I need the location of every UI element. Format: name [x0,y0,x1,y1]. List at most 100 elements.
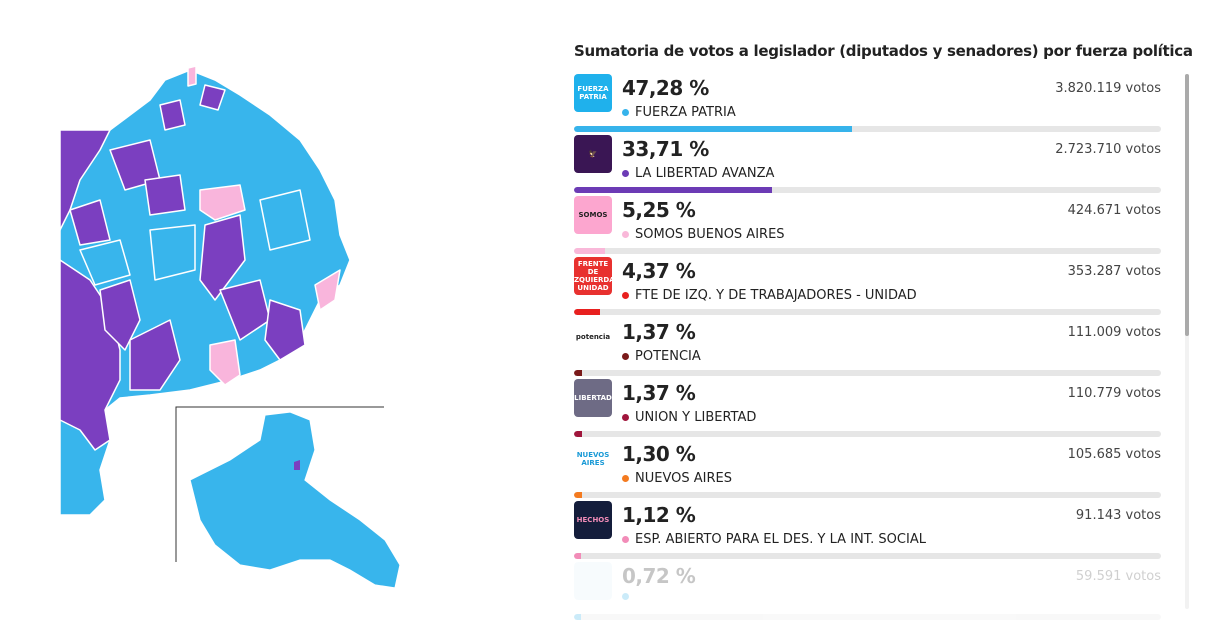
vote-share-fill [574,492,582,498]
region-lla [159,99,186,131]
region-fp [149,224,196,281]
scrollbar-thumb[interactable] [1185,74,1189,336]
party-row[interactable]: LIBERTAD 1,37 % 110.779 votos UNION Y LI… [574,379,1161,440]
vote-percentage: 1,30 % [622,442,696,466]
inset-region-lla [294,460,300,470]
party-name-label: NUEVOS AIRES [635,471,732,486]
region-lla [69,199,111,246]
vote-count: 3.820.119 votos [1055,81,1161,96]
party-name: FUERZA PATRIA [622,105,736,120]
vote-count: 353.287 votos [1067,264,1161,279]
party-color-dot-icon [622,593,629,600]
region-lla [99,279,141,351]
vote-percentage: 4,37 % [622,259,696,283]
vote-share-fill [574,370,583,376]
party-color-dot-icon [622,109,629,116]
vote-share-bar [574,126,1161,132]
party-logo: LIBERTAD [574,379,612,417]
party-row[interactable]: HECHOS 1,12 % 91.143 votos ESP. ABIERTO … [574,501,1161,562]
region-lla [199,214,246,301]
vote-share-bar [574,187,1161,193]
party-name: UNION Y LIBERTAD [622,410,756,425]
party-row[interactable]: 0,72 % 59.591 votos [574,562,1161,623]
vote-count: 111.009 votos [1067,325,1161,340]
party-name [622,593,635,600]
party-row[interactable]: 🦅 33,71 % 2.723.710 votos LA LIBERTAD AV… [574,135,1161,196]
region-fp [79,239,131,286]
party-name-label: POTENCIA [635,349,701,364]
region-somos [209,339,241,386]
region-fp [259,189,311,251]
region-lla [199,84,226,111]
region-lla [129,319,181,391]
party-logo: FUERZA PATRIA [574,74,612,112]
vote-percentage: 0,72 % [622,564,696,588]
party-name: SOMOS BUENOS AIRES [622,227,785,242]
party-name: FTE DE IZQ. Y DE TRABAJADORES - UNIDAD [622,288,917,303]
party-color-dot-icon [622,231,629,238]
party-color-dot-icon [622,170,629,177]
vote-count: 2.723.710 votos [1055,142,1161,157]
vote-share-fill [574,187,772,193]
vote-share-fill [574,553,582,559]
vote-share-fill [574,126,852,132]
vote-share-bar [574,431,1161,437]
party-name-label: UNION Y LIBERTAD [635,410,757,425]
region-lla [144,174,186,216]
party-logo: SOMOS [574,196,612,234]
vote-percentage: 1,37 % [622,381,696,405]
inset-gba-map [189,411,401,589]
vote-count: 91.143 votos [1075,508,1161,523]
vote-share-fill [574,248,605,254]
vote-share-fill [574,614,582,620]
vote-share-bar [574,248,1161,254]
party-logo: potencia [574,318,612,356]
inset-frame [175,406,384,562]
party-logo [574,562,612,600]
party-row[interactable]: potencia 1,37 % 111.009 votos POTENCIA [574,318,1161,379]
vote-percentage: 1,37 % [622,320,696,344]
party-results-list[interactable]: FUERZA PATRIA 47,28 % 3.820.119 votos FU… [574,74,1161,623]
vote-share-bar [574,309,1161,315]
party-row[interactable]: FRENTE DE IZQUIERDA UNIDAD 4,37 % 353.28… [574,257,1161,318]
vote-count: 59.591 votos [1075,569,1161,584]
vote-count: 424.671 votos [1067,203,1161,218]
vote-percentage: 33,71 % [622,137,709,161]
party-logo: NUEVOS AIRES [574,440,612,478]
vote-percentage: 47,28 % [622,76,709,100]
party-name: ESP. ABIERTO PARA EL DES. Y LA INT. SOCI… [622,532,926,547]
region-lla [59,129,111,231]
party-name-label: SOMOS BUENOS AIRES [635,227,785,242]
vote-count: 105.685 votos [1067,447,1161,462]
section-title: Sumatoria de votos a legislador (diputad… [574,42,1193,60]
party-name: POTENCIA [622,349,701,364]
vote-share-fill [574,431,583,437]
party-color-dot-icon [622,353,629,360]
party-row[interactable]: SOMOS 5,25 % 424.671 votos SOMOS BUENOS … [574,196,1161,257]
party-color-dot-icon [622,536,629,543]
vote-share-bar [574,553,1161,559]
party-name-label: FUERZA PATRIA [635,105,736,120]
party-row[interactable]: NUEVOS AIRES 1,30 % 105.685 votos NUEVOS… [574,440,1161,501]
party-name: LA LIBERTAD AVANZA [622,166,774,181]
vote-share-bar [574,370,1161,376]
party-color-dot-icon [622,475,629,482]
vote-count: 110.779 votos [1067,386,1161,401]
party-name-label: ESP. ABIERTO PARA EL DES. Y LA INT. SOCI… [635,532,926,547]
party-row[interactable]: FUERZA PATRIA 47,28 % 3.820.119 votos FU… [574,74,1161,135]
region-lla [264,299,306,361]
party-logo: HECHOS [574,501,612,539]
region-somos [199,184,246,221]
party-name-label: LA LIBERTAD AVANZA [635,166,775,181]
party-logo: FRENTE DE IZQUIERDA UNIDAD [574,257,612,295]
results-map[interactable] [0,0,560,625]
vote-share-bar [574,614,1161,620]
vote-percentage: 1,12 % [622,503,696,527]
vote-share-fill [574,309,600,315]
party-logo: 🦅 [574,135,612,173]
scrollbar[interactable] [1185,74,1189,609]
region-somos [314,269,341,311]
vote-share-bar [574,492,1161,498]
party-name: NUEVOS AIRES [622,471,732,486]
party-color-dot-icon [622,414,629,421]
